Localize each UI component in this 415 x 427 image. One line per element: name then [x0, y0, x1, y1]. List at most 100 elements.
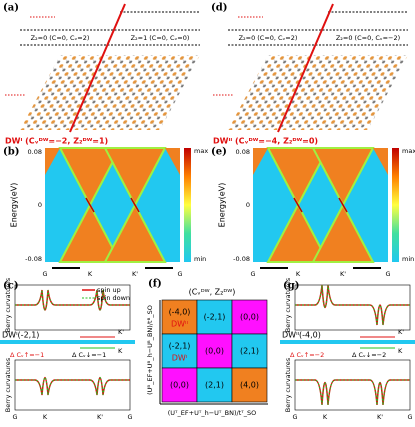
band-cone — [311, 202, 375, 263]
band — [373, 148, 388, 175]
cell — [231, 333, 268, 369]
x-tick-label: G — [385, 270, 390, 278]
panel-label: (c) — [3, 281, 19, 292]
y-tick-label: 0.08 — [236, 148, 250, 156]
panel-label: (g) — [283, 281, 299, 292]
cell — [196, 367, 233, 403]
y-tick-label: -0.08 — [233, 255, 250, 263]
phase-label: Z₂=0 (C=0, Cᵥ=−2) — [336, 34, 400, 42]
frame — [294, 284, 411, 331]
wall-label: DWᴵ(-2,1) — [2, 331, 39, 340]
cell — [161, 299, 198, 335]
x-tick-label: G — [292, 413, 297, 421]
curve — [295, 379, 410, 406]
lattice-panels: (a) Z₂=0 (C=0, Cᵥ=2) Z₂=1 (C=0, Cᵥ=0) DWᴵ (… — [3, 3, 408, 146]
domain-wall — [69, 3, 126, 133]
x-tick-label: K' — [377, 413, 383, 421]
frame — [14, 284, 131, 331]
band — [253, 148, 268, 175]
wall-label: DWᴵᴵ (Cᵥᴰᵂ=−4, Z₂ᴰᵂ=0) — [213, 137, 318, 146]
y-axis-label: Berry curvatures — [4, 357, 12, 412]
cell — [196, 333, 233, 369]
curve — [15, 376, 130, 396]
cell — [231, 367, 268, 403]
x-tick-label: G — [12, 413, 17, 421]
wall-bar — [280, 340, 415, 344]
y-tick-label: -0.08 — [25, 255, 42, 263]
x-tick-label: K' — [97, 413, 103, 421]
cell-label: (0,0) — [240, 313, 259, 322]
x-tick-label: K' — [132, 270, 138, 278]
x-axis-label: (Uᵀ_EF+Uᵀ_h−Uᵀ_BN)/tᵀ_SO — [168, 409, 257, 417]
band-cone — [266, 147, 330, 208]
phase-label: Z₂=0 (C=0, Cᵥ=2) — [239, 34, 298, 42]
x-tick-label: K — [88, 270, 93, 278]
cell-label: (2,1) — [205, 381, 224, 390]
lattice-panel: (d) Z₂=0 (C=0, Cᵥ=2) Z₂=0 (C=0, Cᵥ=−2) DWᴵᴵ… — [211, 3, 408, 146]
edge-state — [338, 197, 348, 213]
cell — [161, 367, 198, 403]
panel-label: (b) — [3, 147, 19, 158]
colorbar-label: min — [402, 255, 414, 263]
domain-wall — [277, 3, 334, 133]
diagram-title: (Cᵥᴰᵂ, Z₂ᴰᵂ) — [189, 288, 236, 297]
y-tick-label: 0 — [246, 201, 250, 209]
x-tick-label: K — [296, 270, 301, 278]
curve — [295, 284, 410, 326]
curve — [15, 289, 130, 311]
colorbar-label: max — [194, 147, 208, 155]
x-tick-label: G — [127, 413, 132, 421]
cell-label: (2,1) — [240, 347, 259, 356]
delta-label: Δ Cᵥ↓=−1 — [72, 351, 106, 359]
cell-tag: DWᴵᴵ — [171, 320, 188, 329]
y-axis-label: (Uᴮ_EF+Uᴮ_h−Uᴮ_BN)/tᴮ_SO — [146, 305, 154, 395]
delta-label: Δ Cᵥ↑=−2 — [290, 351, 324, 359]
band-cone — [103, 202, 167, 263]
x-tick-label: G — [250, 270, 255, 278]
y-axis-label: Berry curvatures — [284, 277, 292, 332]
delta-label: Δ Cᵥ↑=−1 — [10, 351, 44, 359]
y-axis-label: Energy(eV) — [10, 183, 19, 228]
frame — [294, 359, 411, 411]
curve — [295, 379, 410, 406]
colorbar — [184, 148, 191, 262]
cell-label: (-4,0) — [169, 308, 191, 317]
x-tick-label: K' — [340, 270, 346, 278]
valley-label: K — [118, 347, 123, 355]
wall-label: DWᴵᴵ(-4,0) — [282, 331, 321, 340]
cell — [161, 333, 198, 369]
band-cone — [58, 202, 122, 263]
band-cone — [58, 147, 122, 208]
lattice — [228, 55, 408, 130]
cell — [231, 299, 268, 335]
phase-label: Z₂=0 (C=0, Cᵥ=2) — [31, 34, 90, 42]
frame — [14, 359, 131, 411]
panel-label: (e) — [211, 147, 227, 158]
heatmap — [45, 148, 180, 262]
cell-label: (0,0) — [205, 347, 224, 356]
colorbar-label: min — [194, 255, 206, 263]
y-axis-label: Berry curvatures — [284, 357, 292, 412]
x-tick-label: K — [323, 413, 328, 421]
y-axis-label: Energy(eV) — [218, 183, 227, 228]
wall-bar — [0, 340, 135, 344]
valley-label: K' — [118, 328, 124, 336]
edge-state — [85, 197, 95, 213]
edge-state — [130, 197, 140, 213]
lattice-panel: (a) Z₂=0 (C=0, Cᵥ=2) Z₂=1 (C=0, Cᵥ=0) DWᴵ (… — [3, 3, 200, 146]
colorbar-label: max — [402, 147, 415, 155]
x-tick-label: G — [177, 270, 182, 278]
curve — [15, 377, 130, 396]
legend-label: spin down — [97, 294, 130, 302]
panel-label: (a) — [3, 3, 19, 14]
valley-label: K — [398, 347, 403, 355]
cell-label: (0,0) — [170, 381, 189, 390]
valley-label: K' — [398, 328, 404, 336]
y-axis-label: Berry curvatures — [4, 277, 12, 332]
band — [45, 148, 60, 175]
